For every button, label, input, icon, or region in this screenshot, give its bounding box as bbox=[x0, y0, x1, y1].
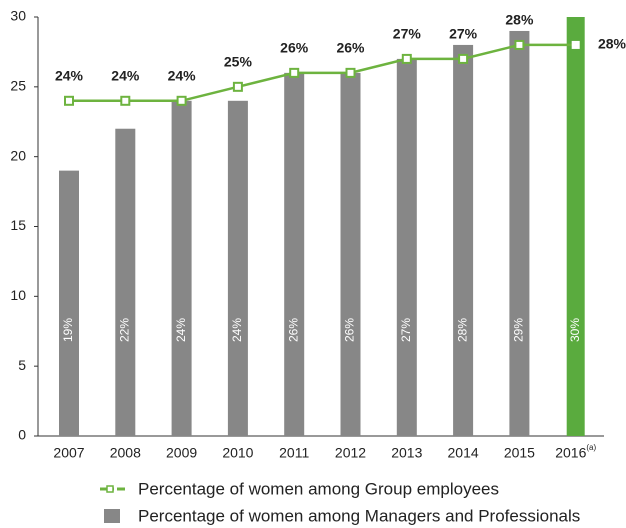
legend-label: Percentage of women among Managers and P… bbox=[138, 506, 580, 525]
bar bbox=[284, 72, 305, 436]
line-value-label: 26% bbox=[336, 40, 365, 56]
bar bbox=[453, 44, 474, 436]
legend-line-marker bbox=[106, 485, 114, 493]
bar-value-label: 22% bbox=[117, 318, 131, 342]
line-value-label: 28% bbox=[598, 36, 626, 52]
line-marker bbox=[176, 95, 187, 106]
bar-value-label: 24% bbox=[230, 318, 244, 342]
line-marker bbox=[571, 40, 580, 49]
bar bbox=[509, 30, 530, 436]
line-value-label: 24% bbox=[55, 68, 84, 84]
line-marker bbox=[232, 81, 243, 92]
x-tick-label: 2011 bbox=[279, 445, 309, 461]
bar-value-label: 29% bbox=[512, 318, 526, 342]
x-tick-label: 2010 bbox=[222, 445, 253, 461]
line-value-label: 24% bbox=[111, 68, 140, 84]
x-tick-label: 2016(a) bbox=[555, 443, 596, 461]
y-tick-label: 10 bbox=[10, 287, 26, 303]
bar bbox=[396, 58, 417, 437]
line-marker bbox=[120, 95, 131, 106]
x-tick-label: 2012 bbox=[335, 445, 366, 461]
bar bbox=[115, 128, 136, 436]
bar-value-label: 30% bbox=[568, 318, 582, 342]
bar-value-label: 28% bbox=[455, 318, 469, 342]
bar-value-label: 26% bbox=[286, 318, 300, 342]
line bbox=[69, 43, 576, 103]
line-value-label: 27% bbox=[393, 26, 422, 42]
line-value-label: 25% bbox=[224, 54, 253, 70]
x-tick-label: 2013 bbox=[391, 445, 422, 461]
bar bbox=[171, 100, 192, 437]
y-tick-label: 20 bbox=[10, 147, 26, 163]
x-tick-label: 2008 bbox=[110, 445, 141, 461]
x-tick-label: 2009 bbox=[166, 445, 197, 461]
y-tick-label: 25 bbox=[10, 78, 26, 94]
x-tick-label: 2015 bbox=[504, 445, 535, 461]
bar bbox=[59, 170, 79, 436]
line-marker bbox=[289, 67, 300, 78]
line-value-label: 27% bbox=[449, 26, 478, 42]
x-tick-label: 2014 bbox=[448, 445, 479, 461]
line-marker bbox=[64, 95, 74, 106]
x-tick-label: 2007 bbox=[53, 445, 84, 461]
y-tick-label: 30 bbox=[10, 8, 26, 24]
bar bbox=[340, 72, 361, 436]
legend-label: Percentage of women among Group employee… bbox=[138, 479, 499, 498]
y-tick-label: 0 bbox=[18, 427, 26, 443]
bar-value-label: 27% bbox=[399, 318, 413, 342]
line-value-label: 26% bbox=[280, 40, 309, 56]
legend-bar-icon bbox=[104, 509, 120, 523]
line-value-label: 28% bbox=[505, 12, 534, 28]
line-value-label: 24% bbox=[168, 68, 197, 84]
bar bbox=[566, 17, 585, 436]
x-tick-superscript: (a) bbox=[586, 443, 596, 452]
line-marker bbox=[401, 53, 412, 64]
y-tick-label: 15 bbox=[10, 217, 26, 233]
bar-value-label: 26% bbox=[343, 318, 357, 342]
y-tick-label: 5 bbox=[18, 357, 26, 373]
line-marker bbox=[458, 53, 469, 64]
line-marker bbox=[345, 67, 356, 78]
line-marker bbox=[514, 39, 525, 50]
bar-value-label: 24% bbox=[174, 318, 188, 342]
bar-value-label: 19% bbox=[61, 318, 75, 342]
bar bbox=[227, 100, 248, 437]
